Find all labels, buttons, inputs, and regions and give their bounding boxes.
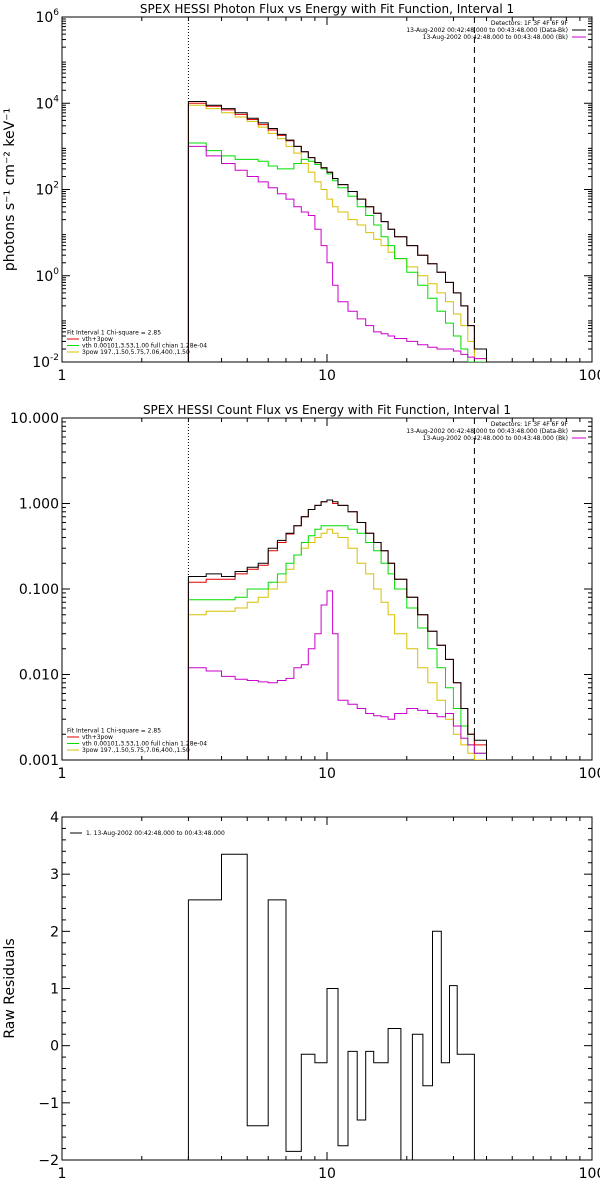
y-tick-label: 0.010 bbox=[19, 668, 59, 684]
fit-legend-text: vth+3pow bbox=[82, 336, 113, 343]
series-green bbox=[187, 142, 487, 362]
y-tick-label: 100 bbox=[35, 267, 59, 285]
series-magenta bbox=[187, 145, 487, 362]
chart-title: SPEX HESSI Photon Flux vs Energy with Fi… bbox=[140, 2, 514, 16]
y-tick-base: 10 bbox=[35, 183, 53, 199]
y-tick-exponent: -2 bbox=[50, 353, 59, 363]
top-legend-text: 13-Aug-2002 00:42:48.000 to 00:43:48.000… bbox=[406, 428, 568, 435]
series-magenta bbox=[187, 590, 487, 760]
fit-legend-text: vth 0.00101,3.53,1.00 full chian 1.28e-0… bbox=[82, 741, 207, 748]
x-tick-label: 10 bbox=[318, 1166, 336, 1182]
series-group bbox=[187, 853, 475, 1160]
x-tick-label: 10 bbox=[318, 766, 336, 782]
y-tick-label: 106 bbox=[35, 8, 59, 26]
y-tick-label: −1 bbox=[38, 1096, 59, 1112]
series-black bbox=[187, 499, 487, 760]
y-tick-label: 104 bbox=[35, 94, 59, 112]
chart-panel-2: SPEX HESSI Count Flux vs Energy with Fit… bbox=[10, 403, 600, 782]
fit-legend-text: 3pow 197.,1.50,5.75,7.06,400.,1.50 bbox=[82, 747, 190, 754]
y-tick-label: 4 bbox=[50, 810, 59, 826]
y-tick-exponent: 0 bbox=[53, 267, 59, 277]
y-axis-label: Raw Residuals bbox=[2, 938, 18, 1038]
y-tick-label: −2 bbox=[38, 1153, 59, 1169]
chart-panel-3: 1 10 100 −2 −1 0 1 2 3 4 Raw Residuals 1. 13-Aug-20… bbox=[2, 810, 600, 1182]
x-tick-label: 1 bbox=[58, 766, 67, 782]
y-tick-label: 10-2 bbox=[32, 353, 59, 371]
series-yellow bbox=[187, 528, 487, 760]
top-legend-text: 13-Aug-2002 00:42:48.000 to 00:43:48.000… bbox=[423, 34, 568, 41]
y-tick-base: 10 bbox=[35, 10, 53, 26]
fit-legend-text: 3pow 197.,1.50,5.75,7.06,400.,1.50 bbox=[82, 349, 190, 356]
series-group bbox=[187, 499, 487, 760]
fit-legend-text: vth 0.00101,3.53,1.00 full chian 1.28e-0… bbox=[82, 343, 207, 350]
y-tick-base: 10 bbox=[32, 355, 50, 371]
y-tick-label: 102 bbox=[35, 181, 59, 199]
x-tick-label: 1 bbox=[58, 368, 67, 384]
y-tick-label: 0 bbox=[50, 1039, 59, 1055]
x-tick-label: 100 bbox=[579, 368, 600, 384]
x-tick-label: 10 bbox=[318, 368, 336, 384]
series-green bbox=[187, 525, 487, 760]
top-legend-text: Detectors: 1F 3F 4F 6F 9F bbox=[491, 421, 569, 428]
series-yellow bbox=[187, 104, 487, 362]
y-tick-label: 3 bbox=[50, 867, 59, 883]
y-tick-label: 10.000 bbox=[10, 411, 59, 427]
y-tick-label: 1.000 bbox=[19, 497, 59, 513]
x-tick-label: 100 bbox=[579, 766, 600, 782]
series-red bbox=[187, 102, 487, 362]
series-red bbox=[187, 499, 487, 760]
y-tick-base: 10 bbox=[35, 269, 53, 285]
y-tick-exponent: 2 bbox=[53, 181, 59, 191]
series-black bbox=[187, 853, 475, 1160]
y-tick-label: 2 bbox=[50, 924, 59, 940]
series-black bbox=[187, 101, 487, 362]
top-legend-text: 13-Aug-2002 00:42:48.000 to 00:43:48.000… bbox=[406, 27, 568, 34]
y-tick-label: 0.001 bbox=[19, 753, 59, 769]
fit-legend-text: Fit Interval 1 Chi-square = 2.85 bbox=[67, 728, 161, 735]
top-legend-text: 13-Aug-2002 00:42:48.000 to 00:43:48.000… bbox=[423, 435, 568, 442]
chart-panel-1: SPEX HESSI Photon Flux vs Energy with Fi… bbox=[2, 2, 600, 384]
y-tick-exponent: 4 bbox=[53, 94, 59, 104]
top-legend-text: Detectors: 1F 3F 4F 6F 9F bbox=[491, 20, 569, 27]
fit-legend-text: Fit Interval 1 Chi-square = 2.85 bbox=[67, 330, 161, 337]
chart-title: SPEX HESSI Count Flux vs Energy with Fit… bbox=[143, 403, 511, 417]
series-group bbox=[187, 101, 487, 362]
y-tick-base: 10 bbox=[35, 96, 53, 112]
plot-frame bbox=[61, 417, 593, 761]
fit-legend-text: vth+3pow bbox=[82, 734, 113, 741]
y-tick-label: 0.100 bbox=[19, 582, 59, 598]
legend-text: 1. 13-Aug-2002 00:42:48.000 to 00:43:48.… bbox=[86, 830, 225, 837]
x-tick-label: 100 bbox=[579, 1166, 600, 1182]
y-tick-label: 1 bbox=[50, 982, 59, 998]
y-axis-label: photons s⁻¹ cm⁻² keV⁻¹ bbox=[2, 108, 18, 271]
y-tick-exponent: 6 bbox=[53, 8, 59, 18]
x-tick-label: 1 bbox=[58, 1166, 67, 1182]
